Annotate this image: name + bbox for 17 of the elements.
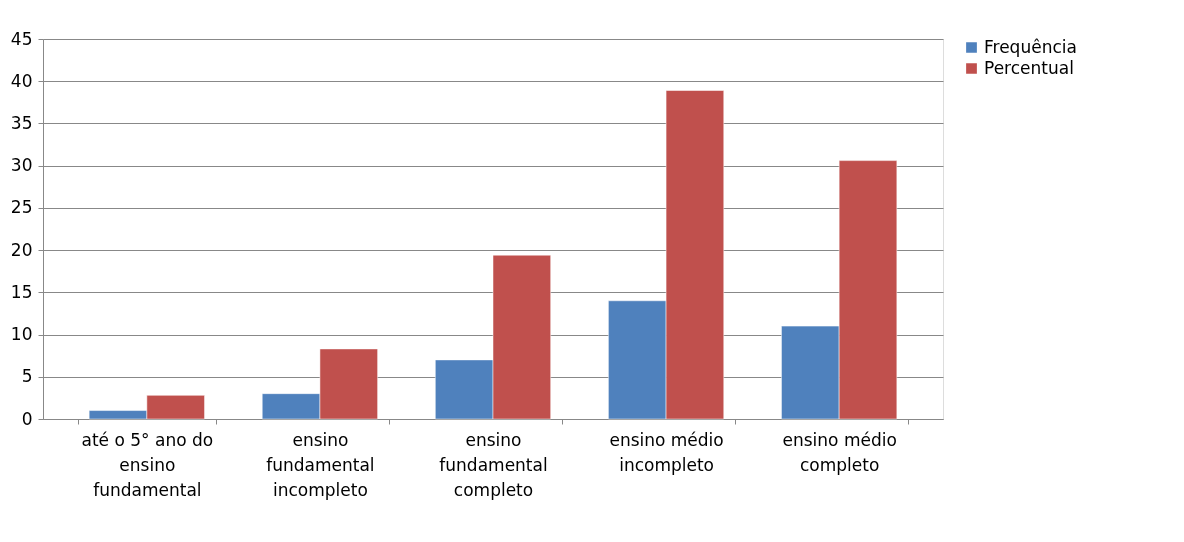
y-tick-label: 5 [21, 366, 33, 387]
y-tick-label: 15 [10, 281, 33, 302]
legend-label: Percentual [984, 57, 1074, 78]
x-tick-label: ensino médio completo [782, 429, 897, 475]
legend-label: Frequência [984, 36, 1077, 57]
y-tick-label: 25 [10, 197, 33, 218]
y-tick-label: 10 [10, 324, 33, 345]
y-tick-label: 20 [10, 239, 33, 260]
y-tick-label: 30 [10, 155, 33, 176]
y-tick-label: 45 [10, 28, 33, 49]
y-tick-label: 0 [21, 408, 33, 429]
y-tick-label: 40 [10, 70, 33, 91]
x-tick-label: ensino fundamental completo [439, 429, 548, 500]
y-tick-label: 35 [10, 112, 33, 133]
x-tick-label: ensino médio incompleto [609, 429, 724, 475]
x-tick-label: até o 5° ano do ensino fundamental [81, 429, 214, 500]
x-tick-label: ensino fundamental incompleto [266, 429, 375, 500]
